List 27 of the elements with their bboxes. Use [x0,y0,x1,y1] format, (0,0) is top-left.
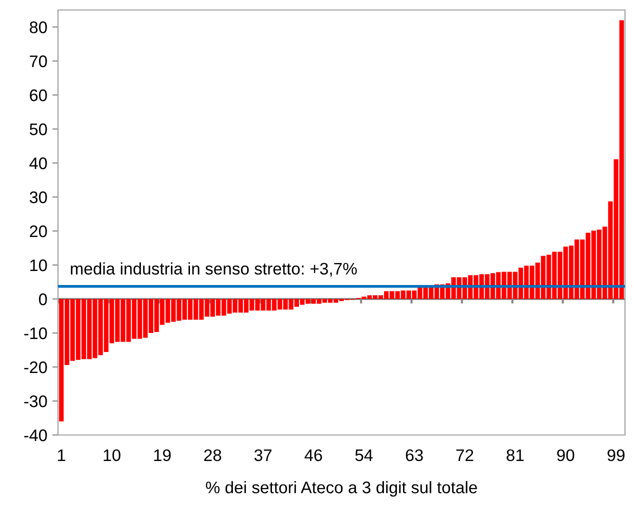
y-tick-label: 0 [38,293,47,306]
y-tick-label: 30 [30,191,47,204]
x-tick-label: 46 [304,449,322,462]
y-tick-label: 80 [30,21,47,34]
x-tick-label: 63 [406,449,423,462]
x-tick-label: 19 [154,449,171,462]
y-tick-label: 60 [30,89,47,102]
x-tick-label: 54 [355,450,373,462]
x-tick-label: 90 [557,449,574,462]
y-tick-label: -20 [24,361,47,374]
ref-line-label: media industria in senso stretto: +3,7% [70,262,357,277]
y-tick-label: 40 [29,157,47,170]
x-tick-label: 10 [104,449,120,462]
y-tick-label: 50 [30,123,47,136]
x-tick-label: 37 [254,449,272,462]
y-tick-label: 20 [30,225,47,238]
y-tick-label: -40 [24,429,47,442]
x-tick-label: 81 [506,449,524,462]
x-tick-label: 1 [58,450,66,461]
y-tick-label: 70 [30,55,47,68]
x-tick-label: 72 [456,449,474,461]
y-tick-label: 10 [30,259,47,272]
y-tick-label: -30 [24,395,47,408]
x-axis-title: % dei settori Ateco a 3 digit sul totale [206,481,477,497]
x-tick-label: 99 [608,449,625,462]
x-tick-label: 28 [204,449,222,462]
y-tick-label: -10 [24,327,47,340]
